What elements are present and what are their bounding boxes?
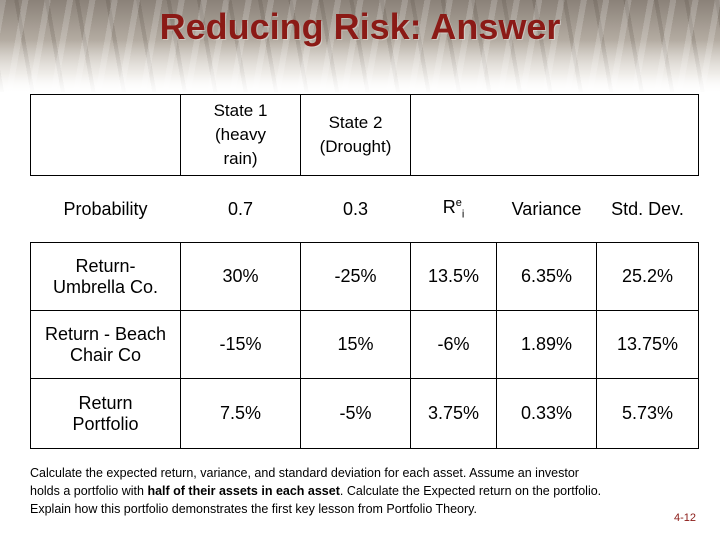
cell-variance: 6.35% [496, 242, 597, 311]
page-title: Reducing Risk: Answer [159, 6, 561, 47]
probability-state1: 0.7 [227, 198, 254, 219]
caption-part2: . Calculate the Expected return on the p… [30, 484, 602, 516]
header-row: State 1 (heavy rain) State 2 (Drought) [30, 94, 699, 176]
cell-expected: -6% [410, 310, 497, 379]
caption-bold: half of their assets in each asset [147, 484, 340, 498]
probability-row: Probability 0.7 0.3 Rei Variance Std. De… [31, 176, 699, 243]
cell-expected: 3.75% [410, 378, 497, 449]
row-label: Return- Umbrella Co. [30, 242, 181, 311]
header-state2: State 2 (Drought) [300, 94, 411, 176]
header-empty-right [410, 94, 699, 176]
re-base: R [442, 197, 456, 218]
state1-desc-1: (heavy [214, 125, 267, 144]
instructions-text: Calculate the expected return, variance,… [30, 464, 610, 518]
table-row: Return - Beach Chair Co -15% 15% -6% 1.8… [30, 310, 699, 379]
returns-table: State 1 (heavy rain) State 2 (Drought) P… [30, 94, 699, 449]
probability-label: Probability [63, 198, 148, 219]
header-background [0, 0, 720, 92]
variance-header: Variance [511, 198, 582, 219]
cell-state2: -25% [300, 242, 411, 311]
cell-stddev: 25.2% [596, 242, 699, 311]
row-label-line2: Chair Co [69, 344, 142, 365]
cell-stddev: 5.73% [596, 378, 699, 449]
row-label-line1: Return [78, 392, 133, 413]
cell-state1: 7.5% [180, 378, 301, 449]
table-row: Return Portfolio 7.5% -5% 3.75% 0.33% 5.… [30, 378, 699, 449]
probability-state2: 0.3 [342, 198, 369, 219]
header-state1: State 1 (heavy rain) [180, 94, 301, 176]
row-label-line1: Return - Beach [44, 323, 167, 344]
page-number: 4-12 [673, 512, 696, 524]
caption-part1: Calculate the expected return, variance,… [30, 466, 579, 498]
row-label-line2: Portfolio [72, 413, 139, 434]
cell-stddev: 13.75% [596, 310, 699, 379]
re-superscript: e [455, 197, 462, 210]
cell-state2: -5% [300, 378, 411, 449]
header-empty-cell [30, 94, 181, 176]
row-label-line1: Return- [75, 255, 136, 276]
state1-label: State 1 [213, 101, 268, 120]
row-label: Return Portfolio [30, 378, 181, 449]
row-label-line2: Umbrella Co. [52, 276, 159, 297]
table-row: Return- Umbrella Co. 30% -25% 13.5% 6.35… [30, 242, 699, 311]
stddev-header: Std. Dev. [611, 198, 684, 219]
state2-desc: (Drought) [319, 137, 392, 156]
cell-expected: 13.5% [410, 242, 497, 311]
cell-variance: 0.33% [496, 378, 597, 449]
cell-state1: -15% [180, 310, 301, 379]
cell-variance: 1.89% [496, 310, 597, 379]
row-label: Return - Beach Chair Co [30, 310, 181, 379]
re-subscript: i [461, 208, 465, 221]
cell-state1: 30% [180, 242, 301, 311]
cell-state2: 15% [300, 310, 411, 379]
state2-label: State 2 [328, 113, 383, 132]
state1-desc-2: rain) [223, 149, 258, 168]
header-fade [0, 40, 720, 92]
expected-return-header: Rei [411, 176, 497, 243]
